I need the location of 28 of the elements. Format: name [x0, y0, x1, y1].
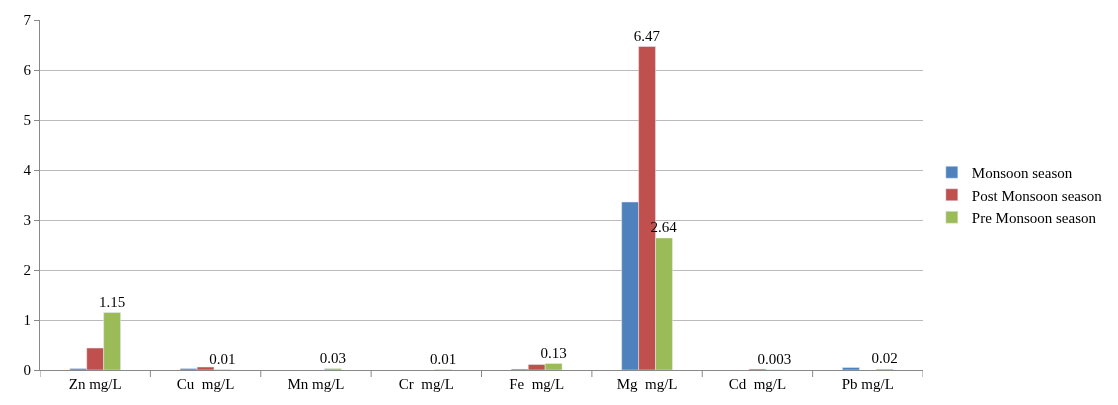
- legend-label: Post Monsoon season: [971, 187, 1103, 204]
- x-tick-label: Cr mg/L: [398, 376, 454, 392]
- y-tick-label: 7: [23, 12, 32, 29]
- y-tick-label: 4: [23, 162, 32, 179]
- y-tick-label: 0: [23, 362, 31, 379]
- x-tick-label: Fe mg/L: [509, 376, 565, 392]
- y-tick-label: 2: [23, 262, 31, 279]
- legend-label: Monsoon season: [971, 165, 1073, 182]
- data-label: 0.01: [430, 350, 457, 367]
- x-tick-label: Mn mg/L: [287, 376, 345, 392]
- y-tick-label: 1: [23, 312, 31, 329]
- y-tick-label: 3: [23, 212, 31, 229]
- y-tick-label: 5: [23, 112, 31, 129]
- x-tick-label: Cd mg/L: [728, 376, 787, 392]
- data-label: 0.13: [540, 344, 567, 361]
- x-tick-label: Cu mg/L: [176, 376, 235, 392]
- data-label: 0.03: [319, 349, 346, 366]
- data-label: 1.15: [98, 293, 126, 310]
- x-tick-label: Zn mg/L: [68, 376, 122, 392]
- x-tick-label: Mg mg/L: [616, 376, 678, 392]
- data-label: 0.003: [757, 350, 792, 367]
- bar: [842, 367, 860, 370]
- data-label: 0.02: [871, 350, 898, 366]
- data-label: 0.01: [209, 350, 236, 367]
- data-label: 6.47: [633, 27, 661, 44]
- legend-label: Pre Monsoon season: [971, 210, 1097, 227]
- x-tick-label: Pb mg/L: [841, 376, 894, 392]
- y-tick-label: 6: [23, 62, 32, 79]
